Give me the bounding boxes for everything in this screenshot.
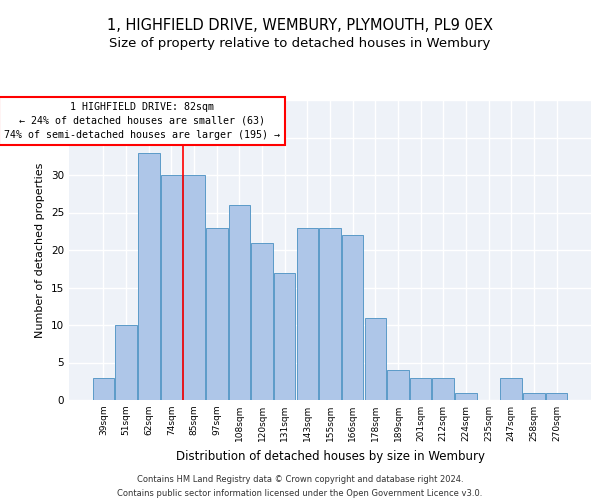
Bar <box>115 325 137 400</box>
Bar <box>251 242 273 400</box>
Text: Size of property relative to detached houses in Wembury: Size of property relative to detached ho… <box>109 38 491 51</box>
Text: Contains HM Land Registry data © Crown copyright and database right 2024.
Contai: Contains HM Land Registry data © Crown c… <box>118 476 482 498</box>
Text: 1, HIGHFIELD DRIVE, WEMBURY, PLYMOUTH, PL9 0EX: 1, HIGHFIELD DRIVE, WEMBURY, PLYMOUTH, P… <box>107 18 493 32</box>
Bar <box>274 272 295 400</box>
Bar <box>410 378 431 400</box>
Bar <box>161 175 182 400</box>
Bar <box>296 228 318 400</box>
Bar <box>365 318 386 400</box>
Bar <box>229 205 250 400</box>
Bar <box>342 235 364 400</box>
Bar <box>523 392 545 400</box>
Bar <box>184 175 205 400</box>
Bar <box>387 370 409 400</box>
X-axis label: Distribution of detached houses by size in Wembury: Distribution of detached houses by size … <box>176 450 485 462</box>
Bar <box>206 228 227 400</box>
Text: 1 HIGHFIELD DRIVE: 82sqm
← 24% of detached houses are smaller (63)
74% of semi-d: 1 HIGHFIELD DRIVE: 82sqm ← 24% of detach… <box>4 102 280 140</box>
Y-axis label: Number of detached properties: Number of detached properties <box>35 162 46 338</box>
Bar <box>500 378 522 400</box>
Bar <box>455 392 476 400</box>
Bar <box>93 378 114 400</box>
Bar <box>433 378 454 400</box>
Bar <box>138 152 160 400</box>
Bar <box>546 392 567 400</box>
Bar <box>319 228 341 400</box>
